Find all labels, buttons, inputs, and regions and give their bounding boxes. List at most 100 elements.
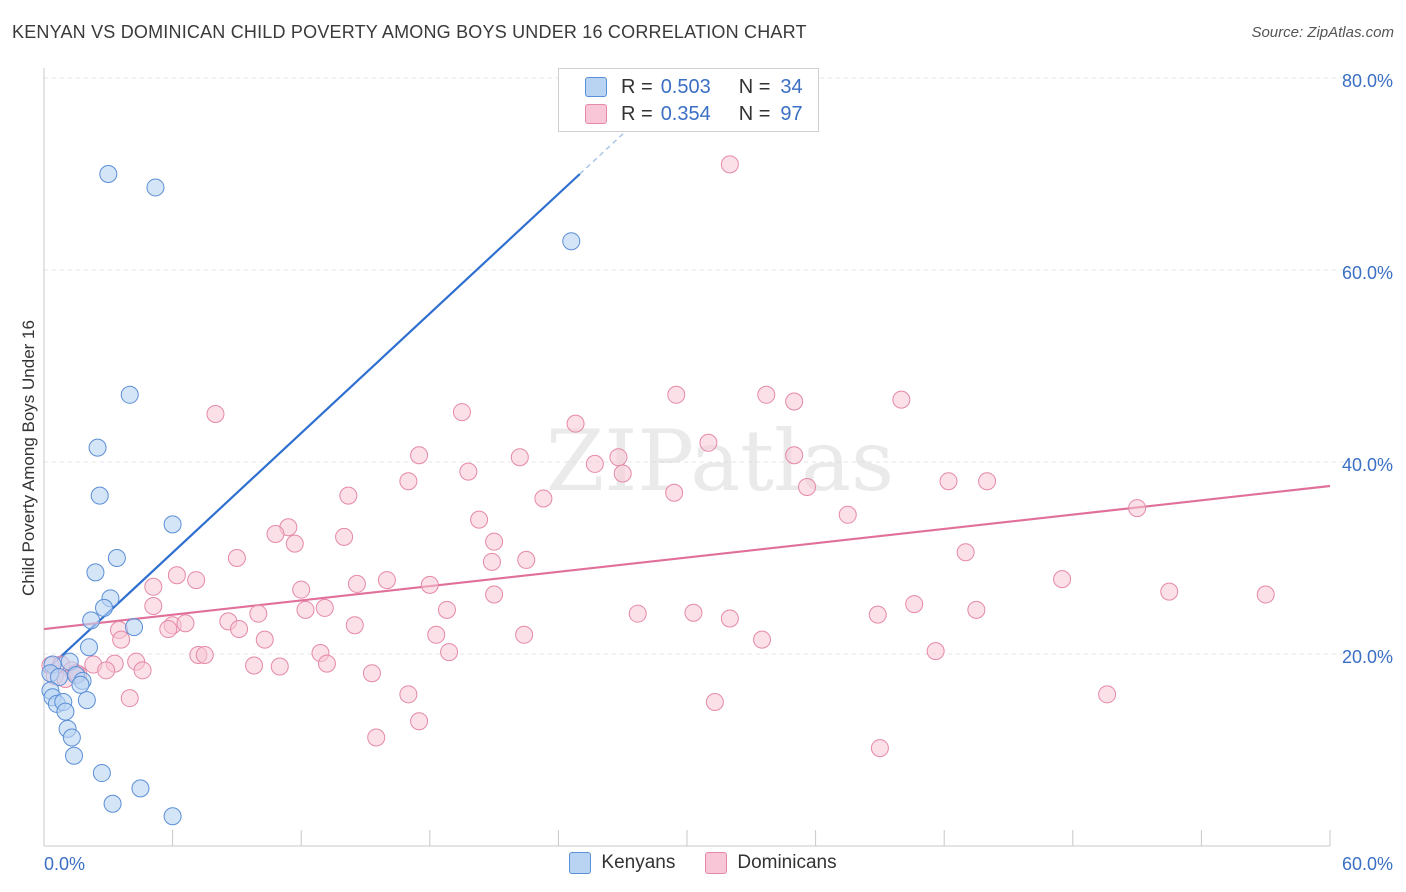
point-dominicans [255, 630, 274, 649]
point-dominicans [485, 532, 504, 551]
point-dominicans [292, 580, 311, 599]
point-dominicans [133, 661, 152, 680]
point-dominicans [206, 405, 225, 423]
point-dominicans [399, 685, 418, 704]
legend-row-dominicans: R = 0.354 N = 97 [585, 102, 803, 126]
point-dominicans [335, 527, 354, 546]
point-dominicans [798, 477, 817, 496]
point-dominicans [534, 489, 553, 508]
legend-r-value: 0.503 [660, 75, 711, 98]
point-dominicans [176, 614, 195, 633]
point-dominicans [167, 566, 186, 585]
y-tick-label: 60.0% [1342, 263, 1393, 283]
point-dominicans [144, 577, 163, 596]
legend-n-value: 34 [780, 75, 803, 98]
y-tick-label: 20.0% [1342, 647, 1393, 667]
tick-labels: 20.0% 40.0% 60.0% 80.0% 0.0% 60.0% [44, 71, 1393, 874]
point-dominicans [585, 454, 604, 473]
point-kenyans [163, 807, 182, 826]
point-dominicans [377, 571, 396, 590]
point-dominicans [705, 693, 724, 711]
point-dominicans [720, 155, 739, 174]
point-dominicans [699, 433, 718, 452]
point-dominicans [510, 448, 529, 467]
point-dominicans [285, 534, 304, 553]
point-dominicans [437, 600, 456, 619]
point-dominicans [459, 462, 478, 481]
point-dominicans [345, 616, 364, 635]
point-dominicans [515, 625, 534, 644]
point-dominicans [905, 595, 924, 614]
legend-label-kenyans: Kenyans [601, 852, 676, 873]
point-dominicans [785, 446, 804, 465]
point-dominicans [566, 414, 585, 433]
point-dominicans [296, 600, 315, 619]
point-dominicans [956, 543, 975, 562]
point-dominicans [517, 550, 536, 569]
point-dominicans [159, 620, 178, 639]
x-tick-label: 60.0% [1342, 854, 1393, 874]
point-dominicans [628, 604, 647, 623]
point-dominicans [230, 620, 249, 639]
point-dominicans [410, 446, 429, 465]
point-dominicans [609, 448, 628, 467]
trendline-kenyans [43, 173, 581, 674]
point-dominicans [868, 605, 887, 624]
point-dominicans [249, 604, 268, 623]
point-kenyans [71, 675, 90, 694]
point-dominicans [720, 609, 739, 628]
point-kenyans [77, 691, 96, 710]
point-dominicans [870, 739, 889, 758]
point-dominicans [97, 661, 116, 680]
point-dominicans [757, 385, 776, 404]
legend-n-label: N = [738, 102, 771, 125]
point-dominicans [485, 585, 504, 604]
dominicans-legend-swatch [705, 852, 728, 874]
point-dominicans [838, 505, 857, 524]
point-dominicans [144, 597, 163, 615]
point-kenyans [92, 764, 111, 783]
point-dominicans [420, 575, 439, 594]
point-kenyans [107, 549, 126, 567]
point-dominicans [1128, 499, 1147, 518]
stats-legend: R = 0.503 N = 34 R = 0.354 N = 97 [558, 68, 819, 132]
point-dominicans [195, 645, 214, 664]
chart-title: KENYAN VS DOMINICAN CHILD POVERTY AMONG … [12, 22, 807, 42]
trendlines [43, 113, 1331, 674]
point-dominicans [967, 600, 986, 619]
kenyans-swatch [585, 77, 607, 97]
legend-label-dominicans: Dominicans [737, 852, 837, 873]
point-dominicans [1160, 582, 1179, 601]
point-kenyans [146, 178, 165, 197]
point-dominicans [317, 654, 336, 673]
data-points [41, 155, 1275, 826]
point-dominicans [926, 642, 945, 661]
point-dominicans [347, 574, 366, 593]
point-dominicans [1053, 570, 1072, 589]
point-kenyans [99, 165, 118, 183]
point-dominicans [1256, 585, 1275, 604]
point-dominicans [939, 472, 958, 491]
y-tick-label: 80.0% [1342, 71, 1393, 91]
point-kenyans [86, 563, 105, 582]
point-kenyans [125, 618, 144, 637]
point-dominicans [245, 656, 264, 675]
legend-r-label: R = [621, 102, 653, 125]
point-dominicans [440, 643, 459, 662]
kenyans-legend-swatch [569, 852, 592, 874]
y-axis-label: Child Poverty Among Boys Under 16 [19, 320, 38, 596]
point-kenyans [80, 638, 99, 657]
point-kenyans [120, 385, 139, 404]
point-dominicans [270, 657, 289, 676]
legend-n-value: 97 [780, 102, 803, 125]
point-kenyans [562, 232, 581, 251]
point-kenyans [103, 794, 122, 813]
point-dominicans [785, 392, 804, 411]
point-dominicans [362, 664, 381, 683]
point-dominicans [667, 385, 686, 404]
point-dominicans [339, 486, 358, 505]
point-kenyans [62, 728, 81, 747]
point-dominicans [266, 525, 285, 543]
point-dominicans [978, 472, 997, 491]
x-tick-label: 0.0% [44, 854, 85, 874]
